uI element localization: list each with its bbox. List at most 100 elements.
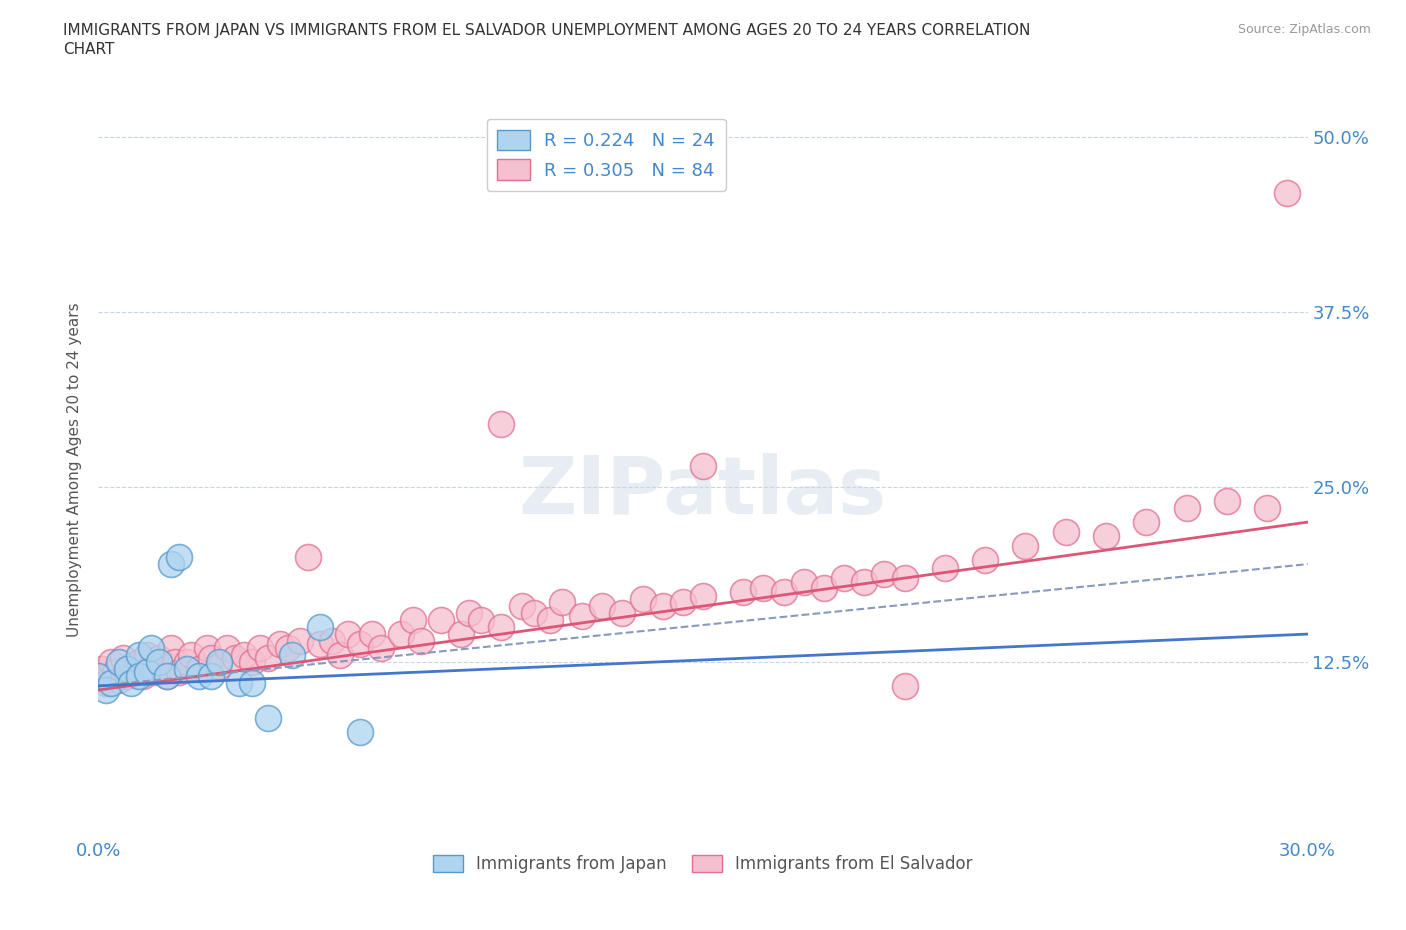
Point: [240, 675, 263, 690]
Point: [240, 655, 263, 670]
Point: [115, 661, 138, 676]
Point: [349, 724, 371, 739]
Point: [96, 675, 118, 690]
Point: [120, 675, 142, 690]
Point: [309, 619, 332, 634]
Point: [269, 636, 291, 651]
Point: [135, 664, 157, 679]
Point: [571, 608, 593, 623]
Point: [200, 650, 222, 665]
Point: [128, 669, 150, 684]
Point: [160, 641, 183, 656]
Point: [893, 678, 915, 693]
Point: [361, 627, 384, 642]
Text: IMMIGRANTS FROM JAPAN VS IMMIGRANTS FROM EL SALVADOR UNEMPLOYMENT AMONG AGES 20 : IMMIGRANTS FROM JAPAN VS IMMIGRANTS FROM…: [63, 23, 1031, 38]
Text: ZIPatlas: ZIPatlas: [519, 453, 887, 531]
Point: [538, 613, 561, 628]
Text: Source: ZipAtlas.com: Source: ZipAtlas.com: [1237, 23, 1371, 36]
Point: [409, 633, 432, 648]
Point: [156, 669, 179, 684]
Point: [1256, 500, 1278, 515]
Point: [139, 658, 162, 673]
Point: [1277, 186, 1299, 201]
Point: [1216, 494, 1239, 509]
Point: [256, 711, 278, 725]
Point: [180, 647, 202, 662]
Point: [1095, 528, 1118, 543]
Point: [208, 655, 231, 670]
Point: [793, 575, 815, 590]
Point: [309, 636, 332, 651]
Point: [208, 658, 231, 673]
Point: [143, 664, 166, 679]
Point: [631, 591, 654, 606]
Point: [148, 650, 170, 665]
Point: [87, 669, 110, 684]
Point: [156, 669, 179, 684]
Point: [337, 627, 360, 642]
Point: [329, 647, 352, 662]
Point: [402, 613, 425, 628]
Point: [692, 458, 714, 473]
Point: [100, 675, 122, 690]
Point: [591, 599, 613, 614]
Point: [853, 575, 876, 590]
Point: [430, 613, 453, 628]
Point: [370, 641, 392, 656]
Point: [188, 669, 211, 684]
Point: [115, 669, 138, 684]
Point: [217, 641, 239, 656]
Point: [195, 641, 218, 656]
Point: [612, 605, 634, 620]
Point: [974, 552, 997, 567]
Point: [277, 641, 299, 656]
Point: [772, 585, 794, 600]
Point: [135, 647, 157, 662]
Text: CHART: CHART: [63, 42, 115, 57]
Point: [103, 664, 125, 679]
Point: [470, 613, 492, 628]
Point: [200, 669, 222, 684]
Point: [832, 571, 855, 586]
Point: [893, 571, 915, 586]
Point: [163, 655, 186, 670]
Point: [249, 641, 271, 656]
Point: [813, 580, 835, 595]
Point: [1014, 538, 1036, 553]
Point: [111, 650, 134, 665]
Point: [232, 647, 254, 662]
Point: [297, 550, 319, 565]
Point: [733, 585, 755, 600]
Point: [224, 650, 246, 665]
Y-axis label: Unemployment Among Ages 20 to 24 years: Unemployment Among Ages 20 to 24 years: [67, 302, 83, 637]
Point: [91, 661, 114, 676]
Point: [491, 619, 513, 634]
Point: [510, 599, 533, 614]
Point: [188, 661, 211, 676]
Point: [934, 561, 956, 576]
Point: [672, 594, 695, 609]
Point: [651, 599, 673, 614]
Point: [100, 655, 122, 670]
Point: [120, 658, 142, 673]
Point: [450, 627, 472, 642]
Point: [551, 594, 574, 609]
Legend: Immigrants from Japan, Immigrants from El Salvador: Immigrants from Japan, Immigrants from E…: [426, 848, 980, 880]
Point: [349, 636, 371, 651]
Point: [256, 650, 278, 665]
Point: [288, 633, 311, 648]
Point: [167, 664, 190, 679]
Point: [139, 641, 162, 656]
Point: [491, 417, 513, 432]
Point: [128, 655, 150, 670]
Point: [1135, 514, 1157, 529]
Point: [160, 557, 183, 572]
Point: [752, 580, 775, 595]
Point: [228, 675, 250, 690]
Point: [124, 664, 146, 679]
Point: [107, 672, 129, 687]
Point: [389, 627, 412, 642]
Point: [458, 605, 481, 620]
Point: [87, 669, 110, 684]
Point: [692, 589, 714, 604]
